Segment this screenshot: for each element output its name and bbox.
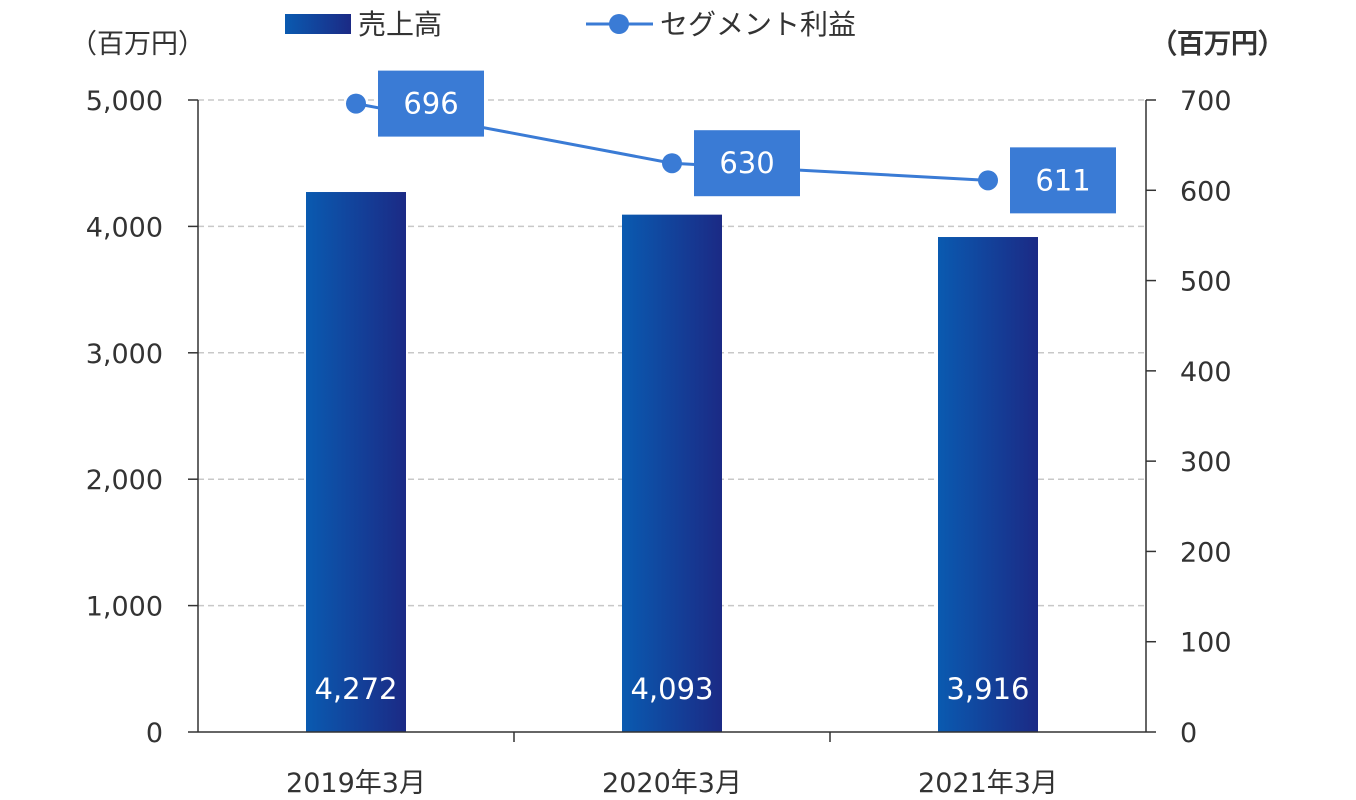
bar-value-label: 3,916 — [946, 672, 1029, 706]
right-tick-label: 500 — [1180, 267, 1232, 298]
legend: 売上高 セグメント利益 — [285, 8, 856, 41]
left-tick-label: 5,000 — [86, 86, 163, 117]
point-value-label: 611 — [1035, 163, 1090, 197]
bar-value-label: 4,093 — [630, 672, 713, 706]
left-tick-label: 2,000 — [86, 465, 163, 496]
bar — [622, 214, 722, 733]
right-tick-label: 600 — [1180, 176, 1232, 207]
line-series: 696 630 611 — [346, 70, 1116, 214]
line-point — [978, 170, 998, 191]
right-tick-label: 300 — [1180, 447, 1232, 478]
left-tick-label: 0 — [146, 718, 163, 749]
bar-value-label: 4,272 — [314, 672, 397, 706]
right-tick-label: 0 — [1180, 718, 1197, 749]
category-label: 2019年3月 — [286, 768, 426, 799]
legend-line-label: セグメント利益 — [660, 8, 856, 41]
bar — [938, 237, 1038, 733]
category-label: 2020年3月 — [602, 768, 742, 799]
line-point — [346, 93, 366, 114]
right-tick-label: 200 — [1180, 537, 1232, 568]
point-label-box — [378, 70, 484, 137]
left-tick-label: 3,000 — [86, 339, 163, 370]
left-tick-label: 4,000 — [86, 212, 163, 243]
left-axis-ticks: 0 1,000 2,000 3,000 4,000 5,000 — [86, 86, 198, 749]
right-tick-label: 400 — [1180, 357, 1232, 388]
right-tick-label: 700 — [1180, 86, 1232, 117]
legend-bar-label: 売上高 — [358, 8, 442, 41]
category-label: 2021年3月 — [918, 768, 1058, 799]
point-label-box — [694, 130, 800, 197]
line-point — [662, 153, 682, 174]
point-value-label: 696 — [403, 87, 458, 121]
left-axis-unit: （百万円） — [70, 29, 205, 60]
point-value-label: 630 — [719, 146, 774, 180]
legend-line-marker — [609, 14, 629, 34]
axes — [197, 100, 1147, 742]
legend-bar-swatch — [285, 14, 351, 34]
bar-series: 4,272 4,093 3,916 — [306, 192, 1038, 733]
right-tick-label: 100 — [1180, 628, 1232, 659]
right-axis-unit: （百万円） — [1150, 29, 1285, 60]
right-axis-ticks: 0 100 200 300 400 500 600 700 — [1146, 86, 1232, 749]
bar — [306, 192, 406, 733]
left-tick-label: 1,000 — [86, 592, 163, 623]
category-labels: 2019年3月 2020年3月 2021年3月 — [286, 768, 1058, 799]
point-label-box — [1010, 147, 1116, 214]
